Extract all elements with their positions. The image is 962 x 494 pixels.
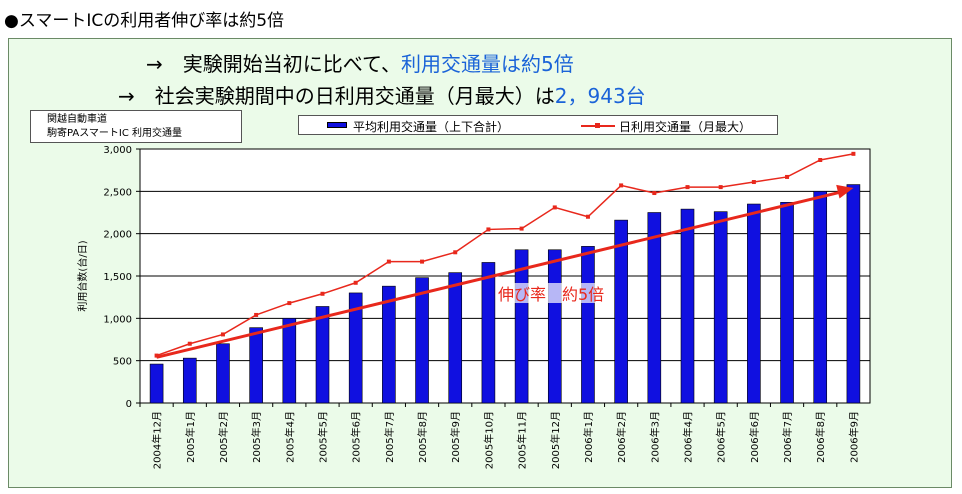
headline-max-emphasis: 2，943台 bbox=[554, 84, 646, 108]
bar bbox=[481, 262, 496, 404]
x-tick-label: 2005年4月 bbox=[283, 411, 296, 463]
bar bbox=[216, 343, 230, 404]
max-traffic-point bbox=[220, 332, 225, 337]
bar bbox=[448, 272, 463, 404]
max-traffic-point bbox=[851, 151, 856, 156]
y-axis-label: 利用台数(台/日) bbox=[76, 240, 89, 311]
bar bbox=[647, 212, 662, 404]
max-traffic-point bbox=[718, 185, 723, 190]
bar bbox=[747, 203, 761, 404]
x-tick-label: 2006年1月 bbox=[582, 411, 595, 463]
x-tick-label: 2004年12月 bbox=[151, 411, 164, 469]
max-traffic-point bbox=[254, 312, 259, 317]
bar bbox=[382, 285, 396, 404]
max-traffic-point bbox=[353, 280, 358, 285]
x-tick-label: 2005年7月 bbox=[383, 411, 396, 463]
x-tick-label: 2005年3月 bbox=[250, 411, 263, 463]
max-traffic-point bbox=[453, 250, 458, 255]
y-tick-label: 1,000 bbox=[103, 314, 132, 325]
bar bbox=[282, 318, 297, 404]
bar bbox=[249, 327, 263, 404]
bar bbox=[614, 219, 628, 404]
bar bbox=[713, 211, 728, 404]
trend-arrow-line bbox=[156, 189, 844, 359]
x-tick-label: 2006年6月 bbox=[748, 411, 761, 463]
source-note-line2: 駒寄PAスマートIC 利用交通量 bbox=[47, 128, 183, 139]
bar bbox=[348, 292, 363, 404]
max-traffic-point bbox=[187, 341, 192, 346]
y-tick-label: 2,500 bbox=[103, 187, 132, 198]
bar bbox=[182, 357, 197, 404]
y-tick-label: 500 bbox=[113, 357, 132, 368]
max-traffic-line bbox=[156, 153, 854, 357]
bar bbox=[415, 277, 429, 404]
x-tick-label: 2006年9月 bbox=[847, 411, 860, 463]
bar bbox=[547, 249, 562, 404]
legend-bar-swatch bbox=[327, 122, 347, 128]
y-tick-label: 2,000 bbox=[103, 230, 132, 241]
x-tick-label: 2005年6月 bbox=[350, 411, 363, 463]
max-traffic-point bbox=[287, 301, 292, 306]
x-tick-label: 2005年12月 bbox=[549, 411, 562, 469]
legend-bar-label: 平均利用交通量（上下合計） bbox=[353, 120, 510, 134]
bar bbox=[780, 202, 794, 404]
headline-growth-emphasis: 利用交通量は約5倍 bbox=[400, 52, 574, 76]
x-tick-label: 2005年11月 bbox=[516, 411, 529, 469]
growth-annotation: 伸び率 約5倍 bbox=[498, 285, 604, 304]
x-tick-label: 2005年2月 bbox=[217, 411, 230, 463]
y-tick-label: 0 bbox=[126, 399, 132, 410]
x-tick-label: 2005年10月 bbox=[482, 411, 495, 469]
page-title: ●スマートICの利用者伸び率は約5倍 bbox=[4, 11, 285, 31]
max-traffic-point bbox=[818, 158, 823, 163]
bar bbox=[315, 306, 330, 404]
bar bbox=[680, 208, 695, 404]
max-traffic-point bbox=[320, 291, 325, 296]
max-traffic-point bbox=[552, 205, 557, 210]
max-traffic-point bbox=[519, 226, 524, 231]
max-traffic-point bbox=[619, 183, 624, 188]
headline-growth-prefix: → 実験開始当初に比べて、 bbox=[146, 52, 401, 76]
headline-growth: → 実験開始当初に比べて、利用交通量は約5倍 bbox=[146, 48, 574, 77]
x-tick-label: 2006年2月 bbox=[615, 411, 628, 463]
x-tick-label: 2005年9月 bbox=[449, 411, 462, 463]
bar bbox=[514, 249, 529, 404]
bar bbox=[581, 246, 595, 404]
x-tick-label: 2006年5月 bbox=[715, 411, 728, 463]
x-tick-label: 2005年1月 bbox=[184, 411, 197, 463]
legend-line-marker bbox=[595, 123, 600, 128]
annotation-background bbox=[498, 283, 612, 303]
source-note: 関越自動車道 駒寄PAスマートIC 利用交通量 bbox=[30, 110, 242, 143]
y-tick-label: 3,000 bbox=[103, 145, 132, 156]
y-tick-label: 1,500 bbox=[103, 272, 132, 283]
legend-line-label: 日利用交通量（月最大） bbox=[619, 120, 752, 134]
bar bbox=[846, 184, 861, 404]
max-traffic-point bbox=[685, 185, 690, 190]
bar bbox=[149, 363, 164, 404]
max-traffic-point bbox=[585, 214, 590, 219]
chart-legend: 平均利用交通量（上下合計） 日利用交通量（月最大） bbox=[298, 115, 778, 135]
max-traffic-point bbox=[751, 180, 756, 185]
x-tick-label: 2006年7月 bbox=[781, 411, 794, 463]
trend-arrow-head bbox=[836, 184, 854, 199]
max-traffic-point bbox=[486, 227, 491, 232]
max-traffic-point bbox=[420, 259, 425, 264]
x-tick-label: 2006年3月 bbox=[648, 411, 661, 463]
max-traffic-point bbox=[154, 353, 159, 358]
bar bbox=[813, 191, 828, 404]
max-traffic-point bbox=[386, 259, 391, 264]
max-traffic-point bbox=[652, 191, 657, 196]
headline-max-traffic: → 社会実験期間中の日利用交通量（月最大）は2，943台 bbox=[118, 80, 646, 109]
max-traffic-point bbox=[785, 174, 790, 179]
source-note-line1: 関越自動車道 bbox=[47, 114, 107, 125]
x-tick-label: 2006年4月 bbox=[682, 411, 695, 463]
headline-max-prefix: → 社会実験期間中の日利用交通量（月最大）は bbox=[118, 84, 555, 108]
x-tick-label: 2005年8月 bbox=[416, 411, 429, 463]
x-tick-label: 2005年5月 bbox=[317, 411, 330, 463]
x-tick-label: 2006年8月 bbox=[814, 411, 827, 463]
